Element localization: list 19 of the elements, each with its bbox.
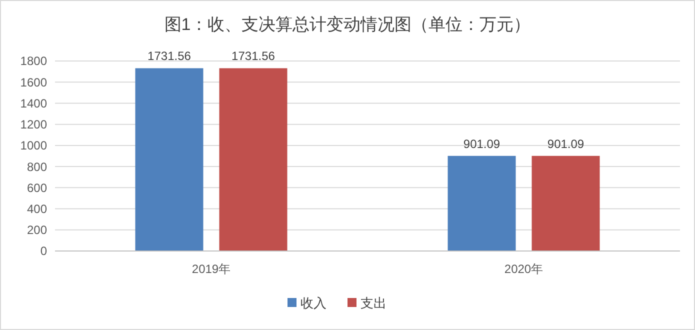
data-label: 1731.56 xyxy=(148,49,192,64)
x-tick-label: 2019年 xyxy=(192,262,231,276)
legend-label: 收入 xyxy=(300,296,326,311)
data-label: 901.09 xyxy=(463,136,500,151)
y-tick-label: 1000 xyxy=(20,138,48,153)
y-tick-label: 600 xyxy=(26,180,48,195)
y-tick-label: 1400 xyxy=(20,96,48,110)
y-tick-label: 0 xyxy=(40,244,48,258)
x-tick-label: 2020年 xyxy=(504,262,544,276)
y-tick-label: 200 xyxy=(26,223,48,238)
legend-label: 支出 xyxy=(360,296,386,311)
data-label: 1731.56 xyxy=(232,49,276,64)
y-tick-label: 800 xyxy=(26,160,48,174)
data-label: 901.09 xyxy=(547,136,584,151)
y-tick-label: 400 xyxy=(26,202,48,216)
y-tick-label: 1800 xyxy=(20,54,48,68)
y-tick-label: 1600 xyxy=(20,75,48,90)
y-tick-label: 1200 xyxy=(20,118,48,132)
chart-title: 图1：收、支决算总计变动情况图（单位：万元） xyxy=(164,15,531,34)
